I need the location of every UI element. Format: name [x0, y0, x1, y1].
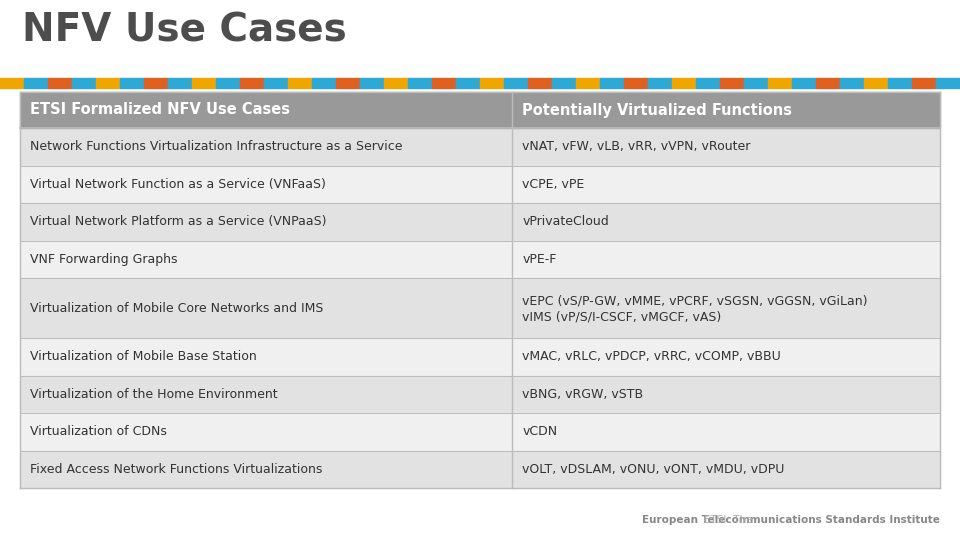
Bar: [240, 78, 264, 88]
Bar: [288, 78, 312, 88]
Text: VNF Forwarding Graphs: VNF Forwarding Graphs: [30, 253, 178, 266]
Bar: [432, 78, 456, 88]
Bar: [168, 78, 192, 88]
Bar: [720, 78, 744, 88]
Bar: [20, 278, 940, 338]
Bar: [20, 413, 940, 450]
Bar: [192, 78, 216, 88]
Bar: [792, 78, 816, 88]
Text: NFV Use Cases: NFV Use Cases: [22, 12, 347, 50]
Text: European Telecommunications Standards Institute: European Telecommunications Standards In…: [642, 515, 940, 525]
Bar: [20, 375, 940, 413]
Text: Virtualization of the Home Environment: Virtualization of the Home Environment: [30, 388, 277, 401]
Text: vOLT, vDSLAM, vONU, vONT, vMDU, vDPU: vOLT, vDSLAM, vONU, vONT, vMDU, vDPU: [522, 463, 784, 476]
Text: vCDN: vCDN: [522, 426, 558, 438]
Bar: [120, 78, 144, 88]
Text: Network Functions Virtualization Infrastructure as a Service: Network Functions Virtualization Infrast…: [30, 140, 402, 153]
Text: vNAT, vFW, vLB, vRR, vVPN, vRouter: vNAT, vFW, vLB, vRR, vVPN, vRouter: [522, 140, 751, 153]
Bar: [20, 338, 940, 375]
Bar: [48, 78, 72, 88]
Text: vBNG, vRGW, vSTB: vBNG, vRGW, vSTB: [522, 388, 643, 401]
Bar: [216, 78, 240, 88]
Text: vEPC (vS/P-GW, vMME, vPCRF, vSGSN, vGGSN, vGiLan): vEPC (vS/P-GW, vMME, vPCRF, vSGSN, vGGSN…: [522, 294, 868, 307]
Bar: [20, 450, 940, 488]
Bar: [144, 78, 168, 88]
Text: Potentially Virtualized Functions: Potentially Virtualized Functions: [522, 103, 792, 118]
Bar: [24, 78, 48, 88]
Bar: [480, 78, 504, 88]
Bar: [264, 78, 288, 88]
Bar: [840, 78, 864, 88]
Text: ETSI: The: ETSI: The: [704, 515, 756, 525]
Bar: [408, 78, 432, 88]
Text: vPE-F: vPE-F: [522, 253, 557, 266]
Text: ETSI Formalized NFV Use Cases: ETSI Formalized NFV Use Cases: [30, 103, 290, 118]
Bar: [20, 240, 940, 278]
Bar: [20, 128, 940, 165]
Text: Virtualization of CDNs: Virtualization of CDNs: [30, 426, 167, 438]
Bar: [20, 203, 940, 240]
Bar: [552, 78, 576, 88]
Bar: [456, 78, 480, 88]
Bar: [600, 78, 624, 88]
Text: Virtualization of Mobile Base Station: Virtualization of Mobile Base Station: [30, 350, 256, 363]
Bar: [816, 78, 840, 88]
Bar: [504, 78, 528, 88]
Bar: [936, 78, 960, 88]
Text: Fixed Access Network Functions Virtualizations: Fixed Access Network Functions Virtualiz…: [30, 463, 323, 476]
Bar: [0, 78, 24, 88]
Text: Virtual Network Platform as a Service (VNPaaS): Virtual Network Platform as a Service (V…: [30, 215, 326, 228]
Bar: [864, 78, 888, 88]
Bar: [648, 78, 672, 88]
Bar: [360, 78, 384, 88]
Bar: [20, 165, 940, 203]
Bar: [888, 78, 912, 88]
Text: Virtual Network Function as a Service (VNFaaS): Virtual Network Function as a Service (V…: [30, 178, 325, 191]
Bar: [576, 78, 600, 88]
Bar: [96, 78, 120, 88]
Text: vMAC, vRLC, vPDCP, vRRC, vCOMP, vBBU: vMAC, vRLC, vPDCP, vRRC, vCOMP, vBBU: [522, 350, 780, 363]
Text: vCPE, vPE: vCPE, vPE: [522, 178, 585, 191]
Bar: [312, 78, 336, 88]
Bar: [696, 78, 720, 88]
Bar: [912, 78, 936, 88]
Bar: [72, 78, 96, 88]
Bar: [672, 78, 696, 88]
Text: vIMS (vP/S/I-CSCF, vMGCF, vAS): vIMS (vP/S/I-CSCF, vMGCF, vAS): [522, 310, 722, 323]
Bar: [624, 78, 648, 88]
Bar: [20, 92, 940, 128]
Bar: [528, 78, 552, 88]
Bar: [336, 78, 360, 88]
Bar: [744, 78, 768, 88]
Text: Virtualization of Mobile Core Networks and IMS: Virtualization of Mobile Core Networks a…: [30, 301, 324, 314]
Bar: [768, 78, 792, 88]
Bar: [384, 78, 408, 88]
Text: vPrivateCloud: vPrivateCloud: [522, 215, 609, 228]
